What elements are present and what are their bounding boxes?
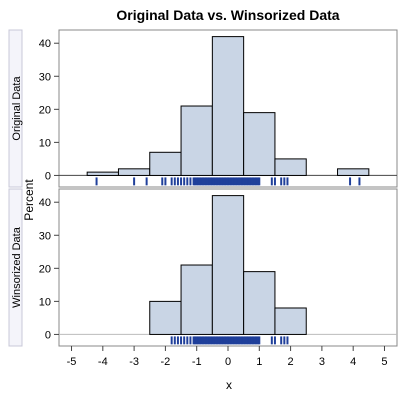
- histogram-bar: [149, 300, 182, 335]
- x-tick-label: -4: [98, 356, 108, 368]
- x-tick-label: 2: [288, 356, 294, 368]
- chart-title: Original Data vs. Winsorized Data: [116, 7, 339, 23]
- histogram-bar: [211, 36, 245, 176]
- panel-frame: [58, 29, 398, 188]
- y-tick-label: 20: [39, 104, 51, 116]
- y-tick-label: 30: [39, 71, 51, 83]
- y-tick-label: 0: [45, 170, 51, 182]
- histogram-bar: [274, 307, 307, 335]
- y-tick-label: 40: [39, 197, 51, 209]
- x-tick-label: 1: [256, 356, 262, 368]
- x-tick-label: 5: [381, 356, 387, 368]
- y-tick-label: 0: [45, 329, 51, 341]
- histogram-bar: [149, 151, 182, 176]
- x-tick-label: -3: [129, 356, 139, 368]
- x-tick-label: 4: [350, 356, 356, 368]
- y-tick-label: 20: [39, 263, 51, 275]
- x-tick-label: -2: [161, 356, 171, 368]
- x-tick-label: -1: [192, 356, 202, 368]
- panel-label: Original Data: [11, 76, 23, 141]
- panel-label-strip: [8, 29, 23, 188]
- histogram-bar: [243, 271, 276, 335]
- histogram-bar: [211, 195, 245, 335]
- x-tick-label: -5: [67, 356, 77, 368]
- y-axis-label: Percent: [22, 179, 36, 221]
- y-tick-label: 30: [39, 230, 51, 242]
- histogram-bar: [243, 112, 276, 176]
- histogram-bar: [337, 168, 370, 176]
- panel-label: Winsorized Data: [11, 226, 23, 308]
- y-tick-label: 10: [39, 296, 51, 308]
- y-tick-label: 10: [39, 137, 51, 149]
- panel-label-strip: [8, 188, 23, 347]
- histogram-bar: [180, 105, 213, 176]
- x-tick-label: 0: [225, 356, 231, 368]
- histogram-bar: [274, 158, 307, 176]
- y-tick-label: 40: [39, 38, 51, 50]
- x-tick-label: 3: [319, 356, 325, 368]
- x-axis-label: x: [226, 378, 232, 392]
- histogram-bar: [180, 264, 213, 335]
- histogram-bar: [117, 168, 151, 176]
- histogram-bar: [86, 171, 119, 176]
